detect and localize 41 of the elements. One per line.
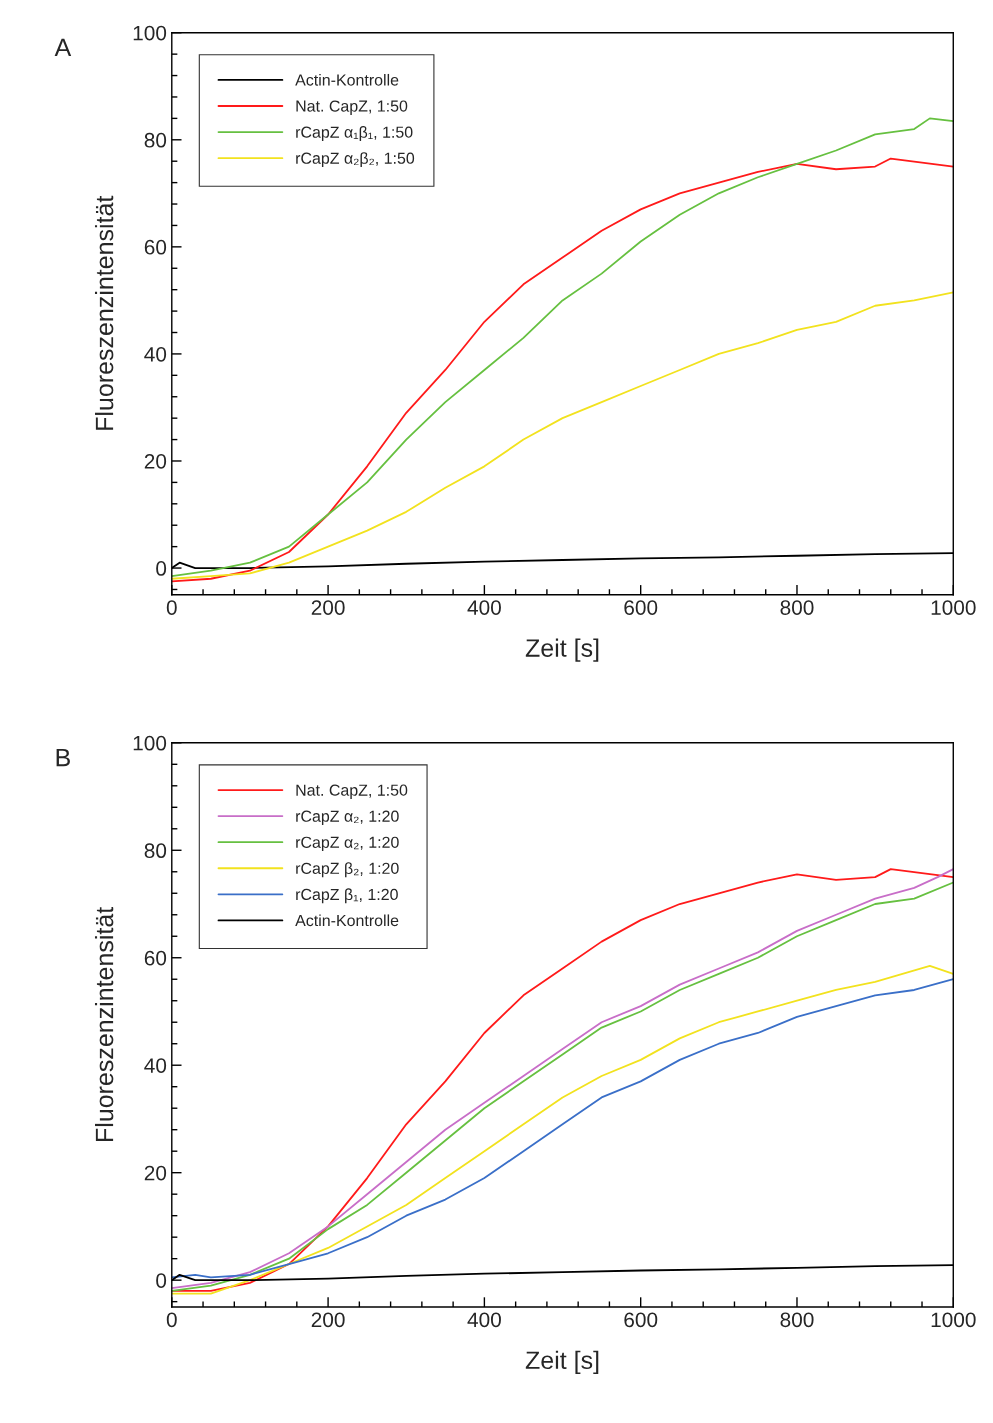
x-axis-title: Zeit [s]	[525, 1350, 599, 1375]
x-tick-label: 600	[624, 1312, 658, 1328]
y-tick-label: 40	[144, 1058, 167, 1073]
line-series	[171, 291, 954, 580]
text: B	[56, 749, 70, 767]
y-tick-label: 0	[156, 1273, 167, 1288]
legend-label: rCapZ α₁β₁, 1:50	[296, 126, 413, 141]
x-tick-label: 200	[311, 1312, 345, 1328]
y-tick-label: 60	[144, 950, 167, 966]
x-tick-label: 200	[311, 600, 345, 615]
y-tick-label: 40	[144, 346, 167, 362]
legend-label: rCapZ α₂, 1:20	[296, 810, 399, 826]
y-tick-label: 20	[144, 453, 167, 469]
x-tick-label: 1000	[931, 600, 976, 615]
y-tick-label: 20	[144, 1165, 167, 1181]
x-tick-label: 1000	[931, 1312, 976, 1328]
y-tick-label: 80	[144, 843, 167, 859]
y-axis-title: Fluoreszenzintensität	[94, 906, 114, 1141]
x-axis-title: Zeit [s]	[525, 638, 599, 662]
y-tick-label: 0	[156, 561, 167, 576]
legend-label: Actin-Kontrolle	[295, 914, 399, 927]
y-tick-label: 100	[133, 25, 167, 41]
legend-label: Nat. CapZ, 1:50	[296, 100, 408, 115]
legend-label: rCapZ β₂, 1:20	[296, 862, 399, 878]
x-tick-label: 0	[166, 1312, 177, 1328]
y-tick-label: 100	[133, 735, 167, 751]
legend-label: rCapZ α₂β₂, 1:50	[296, 152, 415, 168]
x-tick-label: 0	[166, 600, 177, 615]
x-tick-label: 800	[780, 600, 814, 615]
x-tick-label: 600	[624, 600, 658, 615]
legend-label: rCapZ β₁, 1:20	[296, 888, 398, 904]
legend-label: Actin-Kontrolle	[295, 73, 399, 86]
x-tick-label: 400	[467, 1312, 501, 1328]
y-tick-label: 80	[144, 132, 167, 148]
text: A	[54, 38, 72, 57]
x-tick-label: 400	[467, 600, 501, 615]
y-tick-label: 60	[144, 239, 167, 255]
x-tick-label: 800	[780, 1312, 814, 1328]
y-axis-title: Fluoreszenzintensität	[94, 195, 114, 430]
legend-label: rCapZ α₂, 1:20	[296, 836, 399, 852]
legend-label: Nat. CapZ, 1:50	[296, 784, 408, 799]
